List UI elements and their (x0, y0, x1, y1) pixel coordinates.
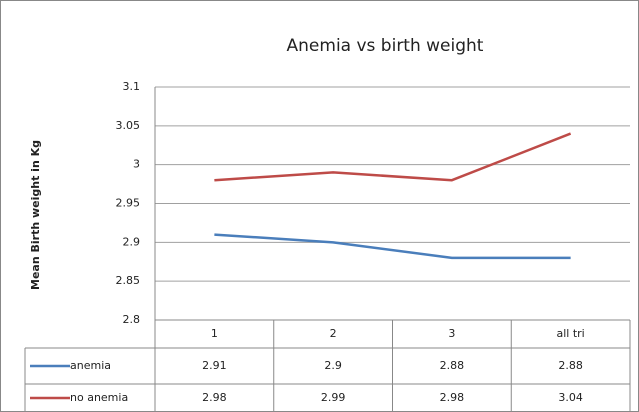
y-tick-label: 2.95 (116, 197, 141, 210)
y-tick-label: 3 (133, 158, 140, 171)
table-value: 2.91 (202, 359, 227, 372)
y-tick-label: 3.1 (123, 80, 141, 93)
y-tick-label: 2.8 (123, 313, 141, 326)
table-value: 2.9 (324, 359, 342, 372)
y-tick-label: 3.05 (116, 119, 141, 132)
table-value: 2.98 (440, 391, 465, 404)
y-tick-label: 2.85 (116, 274, 141, 287)
table-value: 2.88 (558, 359, 583, 372)
x-tick-label: all tri (557, 327, 585, 340)
chart-title: Anemia vs birth weight (287, 36, 484, 56)
table-value: 3.04 (558, 391, 583, 404)
table-value: 2.88 (440, 359, 465, 372)
x-tick-label: 2 (330, 327, 337, 340)
x-tick-label: 3 (448, 327, 455, 340)
table-value: 2.98 (202, 391, 227, 404)
y-tick-label: 2.9 (123, 235, 141, 248)
table-value: 2.99 (321, 391, 346, 404)
y-axis-label: Mean Birth weight in Kg (29, 140, 42, 290)
x-tick-label: 1 (211, 327, 218, 340)
legend-label: anemia (70, 359, 111, 372)
series-line (214, 233, 571, 260)
series-line (214, 132, 572, 182)
legend-label: no anemia (70, 391, 128, 404)
